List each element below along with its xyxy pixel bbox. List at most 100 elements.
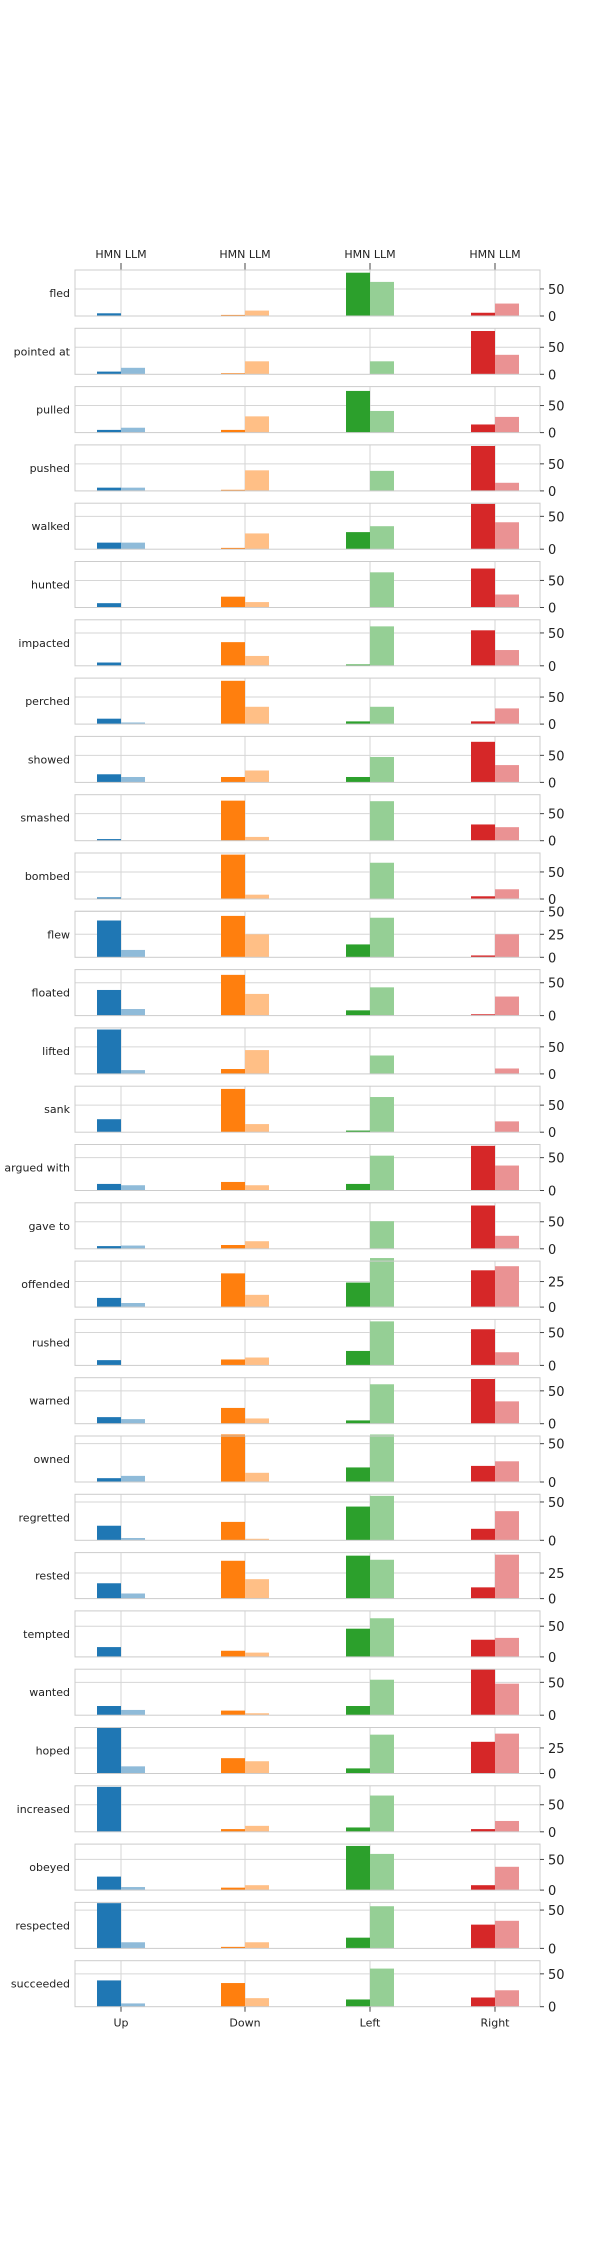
bar-increased-right-hmn <box>471 1829 495 1832</box>
bar-respected-up-llm <box>121 1942 145 1949</box>
bar-hunted-down-llm <box>245 602 269 608</box>
bar-pulled-up-llm <box>121 427 145 433</box>
verb-label-showed: showed <box>28 753 70 766</box>
bar-walked-down-llm <box>245 533 269 550</box>
verb-label-tempted: tempted <box>23 1628 70 1641</box>
bar-floated-up-llm <box>121 1009 145 1016</box>
bar-tempted-up-hmn <box>97 1647 121 1657</box>
bar-warned-left-hmn <box>346 1420 370 1424</box>
bar-walked-left-llm <box>370 526 394 550</box>
bar-hoped-right-llm <box>495 1733 519 1774</box>
y-tick-label: 50 <box>548 691 565 706</box>
bar-showed-right-hmn <box>471 741 495 783</box>
bar-rested-left-llm <box>370 1559 394 1599</box>
panel-frame <box>74 969 541 1017</box>
verb-label-fled: fled <box>49 287 70 300</box>
verb-label-perched: perched <box>25 695 70 708</box>
y-tick-label: 0 <box>548 1593 556 1608</box>
panel-frame <box>74 1610 541 1658</box>
bar-argued-with-left-llm <box>370 1155 394 1191</box>
group-label-left: HMN LLM <box>344 248 395 261</box>
panel-pushed: 0 50 pushed <box>30 444 565 500</box>
bar-obeyed-right-llm <box>495 1866 519 1891</box>
bar-respected-left-llm <box>370 1906 394 1949</box>
bar-obeyed-left-llm <box>370 1853 394 1891</box>
bar-gave-to-right-llm <box>495 1235 519 1249</box>
bar-pointed-at-left-llm <box>370 361 394 375</box>
bar-wanted-up-llm <box>121 1709 145 1716</box>
bar-offended-right-llm <box>495 1266 519 1308</box>
panel-tempted: 0 50 tempted <box>23 1610 565 1666</box>
bar-pulled-up-hmn <box>97 429 121 433</box>
panel-frame <box>74 1377 541 1425</box>
bar-wanted-down-hmn <box>221 1710 245 1716</box>
bar-floated-right-llm <box>495 996 519 1016</box>
bar-bombed-up-hmn <box>97 897 121 899</box>
bar-argued-with-right-llm <box>495 1165 519 1191</box>
verb-label-hunted: hunted <box>31 579 70 592</box>
bar-lifted-down-hmn <box>221 1069 245 1074</box>
bar-showed-down-llm <box>245 770 269 783</box>
bar-respected-down-hmn <box>221 1946 245 1949</box>
bar-respected-up-hmn <box>97 1903 121 1949</box>
panel-frame <box>74 619 541 667</box>
bar-pointed-at-down-hmn <box>221 373 245 375</box>
bar-gave-to-left-llm <box>370 1221 394 1249</box>
bar-walked-right-hmn <box>471 503 495 550</box>
bar-showed-left-hmn <box>346 776 370 783</box>
y-tick-label: 0 <box>548 427 556 442</box>
verb-label-impacted: impacted <box>18 637 70 650</box>
bar-regretted-up-llm <box>121 1538 145 1541</box>
verb-label-walked: walked <box>31 520 70 533</box>
bar-tempted-left-hmn <box>346 1628 370 1657</box>
y-tick-label: 50 <box>548 283 565 298</box>
bar-succeeded-down-llm <box>245 1998 269 2007</box>
panel-frame <box>74 1435 541 1483</box>
y-tick-label: 0 <box>548 893 556 908</box>
y-tick-label: 50 <box>548 627 565 642</box>
verb-label-rushed: rushed <box>32 1336 70 1349</box>
bar-flew-right-hmn <box>471 955 495 958</box>
bar-succeeded-down-hmn <box>221 1983 245 2007</box>
y-tick-label: 50 <box>548 808 565 823</box>
bar-flew-down-llm <box>245 934 269 958</box>
bar-fled-up-hmn <box>97 313 121 316</box>
bar-lifted-up-hmn <box>97 1029 121 1074</box>
verb-label-succeeded: succeeded <box>11 1978 70 1991</box>
y-tick-label: 25 <box>548 1567 565 1582</box>
bar-obeyed-left-hmn <box>346 1845 370 1891</box>
bar-pulled-left-hmn <box>346 390 370 433</box>
panel-perched: 0 50 perched <box>25 677 565 733</box>
panel-frame <box>74 677 541 725</box>
bar-fled-right-hmn <box>471 312 495 316</box>
y-tick-label: 0 <box>548 1301 556 1316</box>
bar-fled-right-llm <box>495 303 519 316</box>
bar-pushed-right-hmn <box>471 445 495 491</box>
y-tick-label: 50 <box>548 1152 565 1167</box>
bar-impacted-left-hmn <box>346 664 370 666</box>
y-tick-label: 50 <box>548 1099 565 1114</box>
panel-rushed: 0 50 rushed <box>32 1318 565 1374</box>
x-tick-label-down: Down <box>229 2017 260 2030</box>
y-tick-label: 0 <box>548 1709 556 1724</box>
y-tick-label: 50 <box>548 1904 565 1919</box>
panel-impacted: 0 50 impacted <box>18 619 565 675</box>
panel-rested: 0 25 rested <box>35 1552 565 1608</box>
bar-floated-down-llm <box>245 993 269 1016</box>
panel-frame <box>74 1493 541 1541</box>
bar-tempted-right-hmn <box>471 1639 495 1657</box>
panel-frame <box>74 1727 541 1774</box>
panel-hoped: 0 25 hoped <box>36 1727 565 1783</box>
bar-rested-down-llm <box>245 1579 269 1599</box>
panel-regretted: 0 50 regretted <box>19 1493 565 1549</box>
bar-smashed-left-llm <box>370 801 394 841</box>
panel-frame <box>74 794 541 842</box>
bar-argued-with-down-llm <box>245 1185 269 1191</box>
bar-showed-down-hmn <box>221 776 245 783</box>
bar-wanted-left-llm <box>370 1679 394 1716</box>
bar-argued-with-up-hmn <box>97 1183 121 1191</box>
bar-obeyed-up-hmn <box>97 1876 121 1891</box>
bar-hoped-up-hmn <box>97 1727 121 1774</box>
bar-lifted-right-llm <box>495 1068 519 1074</box>
bar-rushed-right-llm <box>495 1352 519 1366</box>
